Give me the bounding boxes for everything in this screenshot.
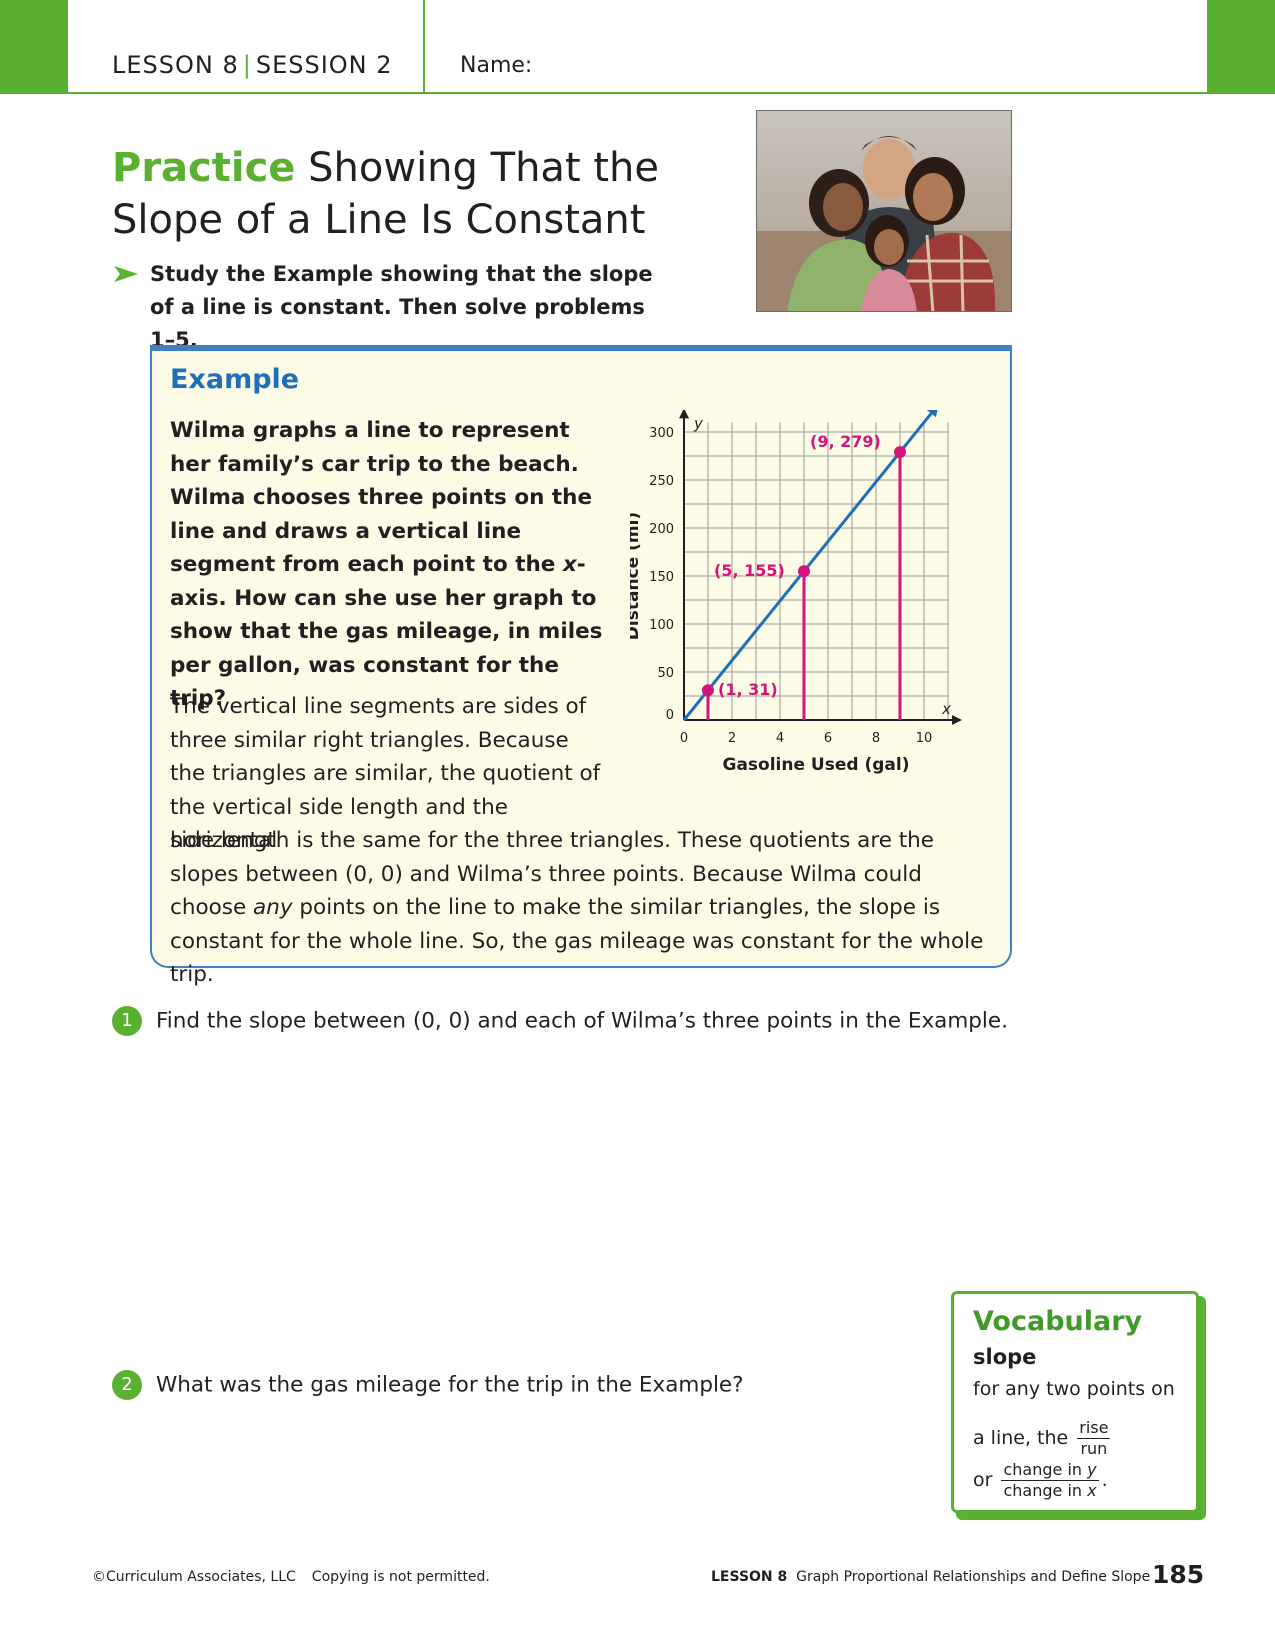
frac-numerator: rise xyxy=(1077,1418,1111,1439)
data-point xyxy=(894,446,906,459)
data-point xyxy=(798,565,810,578)
answer-text-2: points on the line to make the similar t… xyxy=(170,895,984,987)
frac-den-text: change in xyxy=(1003,1481,1088,1500)
footer-copyright: ©Curriculum Associates, LLC xyxy=(92,1569,296,1585)
footer-lesson-title: Graph Proportional Relationships and Def… xyxy=(796,1569,1151,1585)
session-label: SESSION 2 xyxy=(255,51,393,79)
vocabulary-def-line3: or change in y change in x. xyxy=(973,1460,1108,1501)
x-tick-label: 4 xyxy=(776,731,784,746)
vocabulary-box xyxy=(951,1291,1199,1513)
x-tick-label: 2 xyxy=(728,731,736,746)
title-line1: Showing That the xyxy=(308,145,659,191)
question-text-1: Wilma graphs a line to represent her fam… xyxy=(170,418,593,577)
y-axis-arrow xyxy=(679,410,689,419)
separator-bar: | xyxy=(242,51,252,79)
problem-number-badge: 2 xyxy=(112,1370,142,1400)
name-label: Name: xyxy=(460,53,533,78)
y-tick-label: 0 xyxy=(666,708,674,723)
problem-text: Find the slope between (0, 0) and each o… xyxy=(156,1008,1008,1034)
question-x-var: x xyxy=(562,552,577,577)
problem-number-badge: 1 xyxy=(112,1006,142,1036)
page-number: 185 xyxy=(1152,1560,1205,1589)
frac-num-var: y xyxy=(1087,1460,1097,1479)
header-rule xyxy=(68,92,1207,94)
data-point-label: (1, 31) xyxy=(718,680,778,699)
example-question: Wilma graphs a line to represent her fam… xyxy=(170,414,610,716)
vocabulary-def-line1: for any two points on xyxy=(973,1378,1175,1400)
def-or: or xyxy=(973,1469,993,1491)
footer-copying: Copying is not permitted. xyxy=(311,1569,490,1585)
page-title: Practice Showing That the Slope of a Lin… xyxy=(112,142,732,246)
answer-any: any xyxy=(253,895,293,920)
x-axis-arrow xyxy=(952,715,962,725)
x-tick-label: 8 xyxy=(872,731,880,746)
frac-denominator: run xyxy=(1080,1439,1108,1458)
instruction: Study the Example showing that the slope… xyxy=(114,258,674,357)
family-photo xyxy=(756,110,1012,312)
data-point xyxy=(702,684,714,697)
data-point-label: (9, 279) xyxy=(810,432,881,451)
example-answer-para2: side length is the same for the three tr… xyxy=(170,824,990,992)
arrow-icon xyxy=(114,266,138,282)
header-band-right xyxy=(1207,0,1275,94)
x-tick-label: 0 xyxy=(680,731,688,746)
y-tick-label: 250 xyxy=(649,474,674,489)
example-box xyxy=(150,345,1012,968)
problem-1: 1 Find the slope between (0, 0) and each … xyxy=(112,1006,1008,1036)
y-axis-title: Distance (mi) xyxy=(630,512,643,640)
frac-numerator: change in y xyxy=(1001,1460,1099,1481)
y-tick-label: 150 xyxy=(649,570,674,585)
change-fraction: change in y change in x xyxy=(1001,1460,1099,1501)
instruction-text: Study the Example showing that the slope… xyxy=(150,262,653,352)
footer-lesson: LESSON 8 xyxy=(711,1569,788,1585)
answer-text-1: side length is the same for the three tr… xyxy=(170,828,935,920)
x-axis-title: Gasoline Used (gal) xyxy=(723,755,910,775)
data-line-arrow xyxy=(926,410,938,418)
vocabulary-heading: Vocabulary xyxy=(973,1306,1143,1337)
lesson-session-label: LESSON 8 | SESSION 2 xyxy=(112,51,393,79)
y-tick-label: 200 xyxy=(649,522,674,537)
vocabulary-term: slope xyxy=(973,1345,1037,1369)
title-line2: Slope of a Line Is Constant xyxy=(112,197,646,243)
example-heading: Example xyxy=(170,364,300,395)
lesson-label: LESSON 8 xyxy=(112,51,239,79)
x-tick-label: 10 xyxy=(916,731,933,746)
problem-2: 2 What was the gas mileage for the trip i… xyxy=(112,1370,744,1400)
y-tick-label: 100 xyxy=(649,618,674,633)
frac-denominator: change in x xyxy=(1001,1481,1098,1501)
x-axis-letter: x xyxy=(941,700,951,718)
y-tick-label: 300 xyxy=(649,426,674,441)
def-end: . xyxy=(1101,1469,1108,1491)
def-text: a line, the xyxy=(973,1427,1069,1449)
x-tick-label: 6 xyxy=(824,731,832,746)
header-band-left xyxy=(0,0,68,94)
vocabulary-def-line2: a line, the rise run xyxy=(973,1418,1113,1459)
y-axis-letter: y xyxy=(693,414,704,432)
title-practice: Practice xyxy=(112,145,296,191)
example-answer-para1: The vertical line segments are sides of … xyxy=(170,694,601,853)
header-divider xyxy=(423,0,425,92)
footer-left: ©Curriculum Associates, LLC Copying is no… xyxy=(92,1569,490,1585)
question-text-2: -axis. How can she use her graph to show… xyxy=(170,552,603,711)
rise-over-run-fraction: rise run xyxy=(1077,1418,1111,1459)
frac-num-text: change in xyxy=(1003,1460,1088,1479)
problem-text: What was the gas mileage for the trip in… xyxy=(156,1372,744,1398)
footer-right: LESSON 8 Graph Proportional Relationship… xyxy=(711,1569,1150,1585)
y-tick-label: 50 xyxy=(657,666,674,681)
frac-den-var: x xyxy=(1087,1481,1097,1500)
data-point-label: (5, 155) xyxy=(714,561,785,580)
